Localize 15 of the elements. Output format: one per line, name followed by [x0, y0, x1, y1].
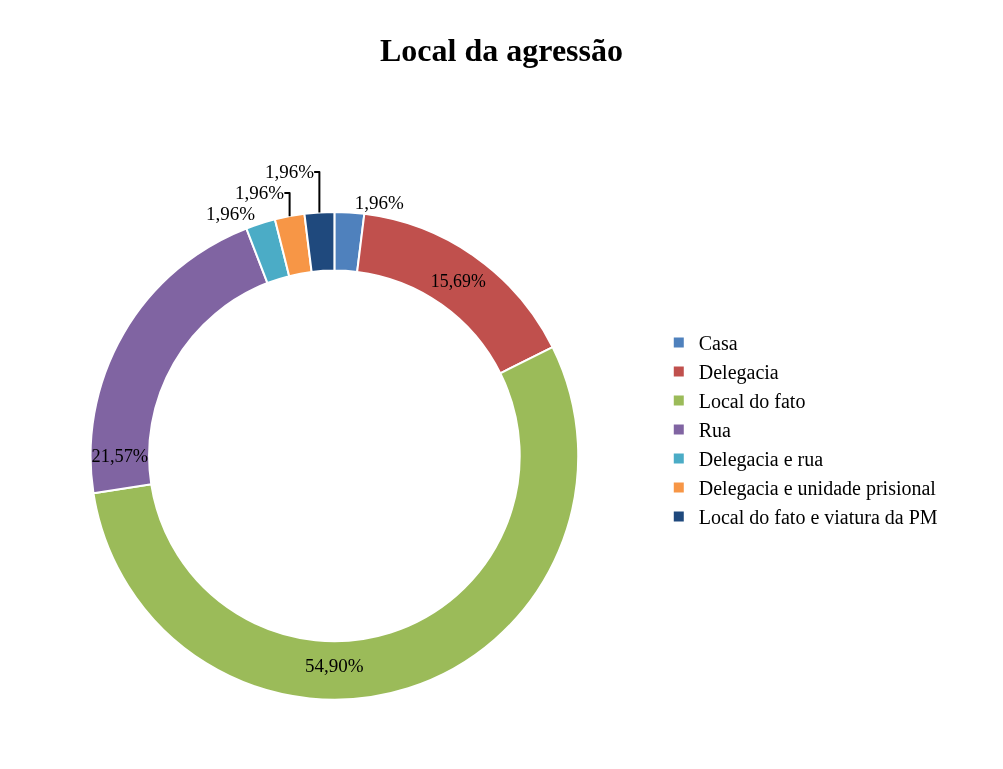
data-label: 21,57%: [91, 446, 149, 467]
data-label: 1,96%: [354, 191, 404, 213]
legend-label: Rua: [698, 419, 732, 442]
legend-label: Local do fato e viatura da PM: [698, 506, 938, 529]
chart-title: Local da agressão: [380, 31, 623, 68]
legend-label: Local do fato: [698, 390, 806, 413]
legend-label: Casa: [698, 332, 738, 355]
data-label: 1,96%: [206, 203, 256, 225]
data-label: 1,96%: [235, 182, 285, 204]
data-label: 54,90%: [305, 655, 364, 677]
data-label: 1,96%: [264, 161, 315, 183]
legend-label: Delegacia e rua: [698, 448, 824, 472]
data-label: 15,69%: [430, 270, 486, 291]
legend-label: Delegacia: [698, 361, 779, 385]
legend-label: Delegacia e unidade prisional: [698, 477, 937, 501]
